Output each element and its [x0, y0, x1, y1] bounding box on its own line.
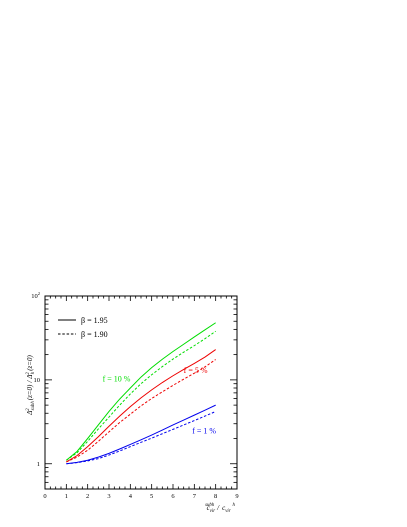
y-label-arg1: (z=0) [26, 384, 34, 400]
y-tick-label: 102 [31, 291, 40, 300]
series-line-solid [66, 322, 216, 461]
series-line-solid [66, 404, 216, 465]
series-annotation: f = 10 % [103, 375, 131, 384]
y-label-delta2: Δ [26, 375, 34, 380]
y-tick-label: 10 [34, 377, 41, 384]
x-label-sep: / [216, 504, 220, 512]
series-annotation: f = 5 % [184, 366, 208, 375]
series-group [66, 322, 216, 465]
x-tick-label: 2 [86, 493, 89, 500]
x-label-sup2: h [232, 503, 235, 508]
y-label-sup2: 2 [26, 372, 31, 375]
x-label-sub1: vir [210, 509, 215, 514]
x-tick-label: 4 [129, 493, 133, 500]
y-label-delta1: Δ [26, 411, 34, 416]
x-axis-label: cvirsubh / cvirh [205, 503, 235, 514]
x-tick-label: 6 [171, 493, 175, 500]
legend-label: β = 1.90 [81, 330, 108, 339]
legend: β = 1.95 β = 1.90 [58, 316, 108, 339]
y-label-sup1: 2 [26, 408, 31, 411]
series-annotation: f = 1 % [192, 426, 216, 435]
y-label-sub1: subh [31, 401, 36, 411]
x-tick-label: 3 [107, 493, 110, 500]
annotations: f = 10 % f = 5 % f = 1 % [103, 366, 217, 435]
x-axis-ticks: 0 1 2 3 4 5 6 7 8 9 [43, 296, 239, 500]
x-tick-label: 7 [193, 493, 197, 500]
x-label-sub2: vir [225, 509, 230, 514]
x-label-c1: c [207, 504, 211, 512]
series-line-solid [66, 349, 216, 463]
x-tick-label: 8 [214, 493, 217, 500]
series-line-dashed [66, 359, 216, 463]
series-line-dashed [66, 330, 216, 461]
x-tick-label: 1 [65, 493, 68, 500]
y-tick-label: 1 [37, 461, 40, 468]
series-line-dashed [66, 411, 216, 465]
x-tick-label: 5 [150, 493, 153, 500]
y-axis-label: Δ2subh(z=0)/Δ2h(z=0) [26, 354, 36, 415]
y-axis-ticks: 1 10 102 [31, 291, 237, 483]
legend-label: β = 1.95 [81, 316, 108, 325]
x-tick-label: 0 [43, 493, 46, 500]
y-label-arg2: (z=0) [26, 354, 34, 370]
x-label-sup1: subh [205, 503, 215, 508]
x-label-c2: c [222, 504, 226, 512]
plot-border [44, 295, 238, 490]
y-label-sub2: h [31, 371, 36, 374]
x-tick-label: 9 [235, 493, 238, 500]
plot-frame [44, 295, 238, 490]
y-label-sep: / [26, 380, 34, 384]
